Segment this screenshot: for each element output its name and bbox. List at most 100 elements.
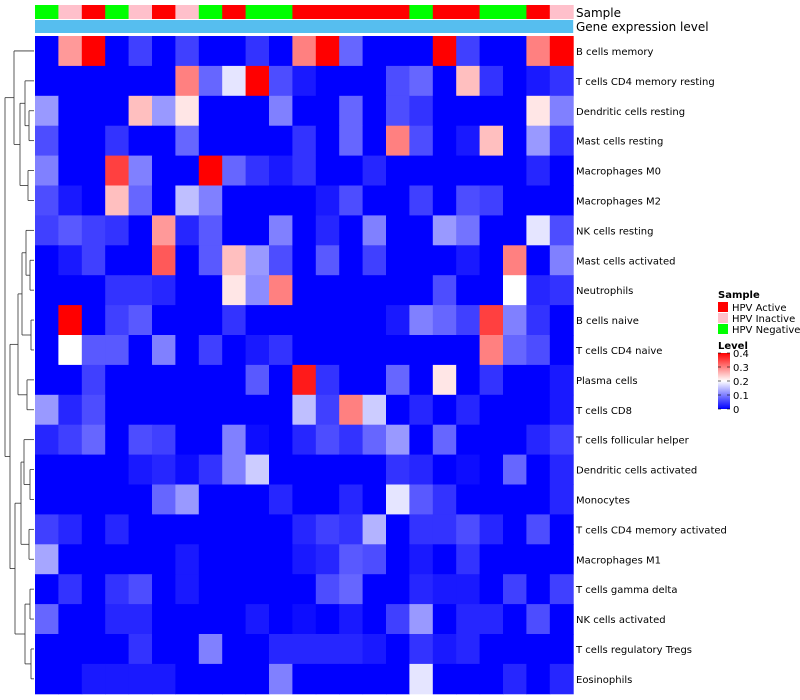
heatmap-cell [386,305,410,336]
heatmap-cell [175,634,200,665]
heatmap-cell [362,514,387,545]
row-label: Macrophages M1 [576,555,661,566]
heatmap-cell [58,65,83,97]
heatmap-cell [549,574,574,605]
heatmap-cell [128,95,153,127]
heatmap-cell [81,335,106,366]
heatmap-cell [386,65,410,97]
heatmap-cell [432,335,457,366]
heatmap-cell [503,215,527,246]
heatmap-cell [386,634,410,665]
heatmap-cell [105,394,130,426]
sample-annotation-cell [128,5,153,19]
heatmap-cell [198,335,223,366]
heatmap-cell [479,36,504,67]
sample-annotation-cell [339,5,364,19]
heatmap-cell [456,125,481,157]
heatmap-cell [339,364,364,396]
heatmap-cell [432,215,457,246]
heatmap-cell [456,604,481,635]
heatmap-cell [386,245,410,276]
heatmap-cell [339,574,364,605]
heatmap-cell [362,245,387,276]
heatmap-cell [175,215,200,246]
heatmap-cell [222,634,247,665]
heatmap-cell [152,364,176,396]
heatmap-cell [152,394,176,426]
heatmap-cell [152,574,176,605]
heatmap-cell [479,245,504,276]
heatmap-cell [526,275,551,306]
heatmap-cell [245,275,270,306]
heatmap-cell [175,275,200,306]
row-label: Dendritic cells activated [576,466,697,477]
heatmap-cell [222,215,247,246]
heatmap-cell [409,305,434,336]
heatmap-cell [222,65,247,97]
heatmap-cell [549,544,574,575]
legend-swatch-hpv-active [718,302,728,312]
heatmap-cell [526,544,551,575]
heatmap-cell [105,484,130,515]
heatmap-cell [549,484,574,515]
heatmap-cell [269,574,293,605]
heatmap-cell [526,65,551,97]
heatmap-cell [315,215,340,246]
heatmap-cell [58,364,83,396]
heatmap-cell [58,275,83,306]
heatmap-cell [456,364,481,396]
heatmap-cell [35,36,59,67]
heatmap-cell [549,305,574,336]
heatmap-cell [315,454,340,485]
heatmap-cell [128,305,153,336]
heatmap-cell [549,36,574,67]
heatmap-cell [479,663,504,695]
heatmap-cell [456,514,481,545]
heatmap-cell [35,424,59,456]
heatmap-cell [81,215,106,246]
row-label: Monocytes [576,495,630,506]
heatmap-cell [105,275,130,306]
heatmap-cell [315,95,340,127]
heatmap-cell [81,544,106,575]
heatmap-cell [152,604,176,635]
heatmap-cell [292,454,317,485]
heatmap-cell [245,544,270,575]
heatmap-cell [128,634,153,665]
heatmap-cell [503,305,527,336]
sample-annotation-cell [386,5,410,19]
heatmap-cell [386,663,410,695]
row-dendrogram [4,50,34,680]
heatmap-cell [362,424,387,456]
heatmap-cell [152,305,176,336]
heatmap-cell [549,185,574,216]
heatmap-cell [152,275,176,306]
heatmap-cell [526,95,551,127]
heatmap-cell [339,95,364,127]
heatmap-cell [105,155,130,186]
heatmap-cell [35,634,59,665]
heatmap-cell [456,484,481,515]
heatmap-cell [479,215,504,246]
heatmap-cell [245,454,270,485]
level-tick-label: 0.1 [733,391,749,402]
heatmap-cell [292,604,317,635]
heatmap-cell [526,454,551,485]
heatmap-cell [362,36,387,67]
row-label: T cells CD8 [575,406,632,417]
heatmap-cell [105,305,130,336]
heatmap-cell [58,155,83,186]
heatmap-cell [503,544,527,575]
heatmap-cell [503,125,527,157]
heatmap-cell [526,574,551,605]
row-label: Eosinophils [576,675,632,686]
heatmap-cell [58,514,83,545]
heatmap-cell [432,155,457,186]
sample-annotation-cell [198,5,223,19]
heatmap-cell [526,604,551,635]
sample-annotation-cell [105,5,130,19]
heatmap-cell [175,335,200,366]
heatmap-cell [432,305,457,336]
heatmap-cell [292,424,317,456]
heatmap-cell [222,394,247,426]
